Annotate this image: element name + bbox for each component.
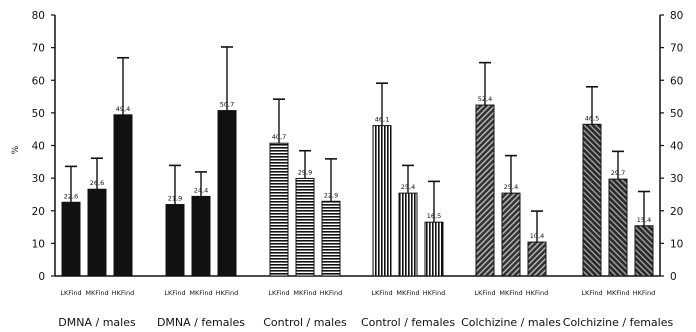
bar — [295, 177, 315, 277]
group-label: Colchizine / females — [563, 316, 674, 329]
y-tick-label-right: 0 — [670, 271, 677, 283]
y-tick-label-right: 80 — [670, 10, 683, 22]
y-tick-label-left: 30 — [32, 173, 45, 185]
bar — [527, 241, 547, 277]
data-label: 25,4 — [401, 183, 415, 191]
bar — [191, 195, 211, 277]
y-tick-label-right: 30 — [670, 173, 683, 185]
bar — [634, 225, 654, 277]
y-tick-label-right: 50 — [670, 108, 683, 120]
bar — [424, 221, 444, 277]
x-tick-label: MKFind — [293, 289, 316, 297]
x-tick-label: HKFind — [423, 289, 445, 297]
bar — [608, 178, 628, 277]
y-tick-label-right: 70 — [670, 43, 683, 55]
x-tick-label: MKFind — [85, 289, 108, 297]
x-tick-label: LKFind — [581, 289, 602, 297]
bar — [269, 142, 289, 277]
data-label: 21,9 — [168, 195, 182, 203]
data-label: 52,4 — [478, 95, 492, 103]
group-label: DMNA / females — [157, 316, 245, 329]
x-tick-label: MKFind — [606, 289, 629, 297]
x-tick-label: LKFind — [60, 289, 81, 297]
y-tick-label-left: 80 — [32, 10, 45, 22]
data-label: 10,4 — [530, 232, 544, 240]
data-label: 26,6 — [90, 179, 104, 187]
bars-layer — [61, 46, 654, 277]
y-tick-label-right: 40 — [670, 141, 683, 153]
data-label: 46,5 — [585, 114, 599, 122]
group-label: Control / males — [263, 316, 347, 329]
bar — [113, 114, 133, 277]
bar — [372, 125, 392, 277]
data-label: 40,7 — [272, 133, 286, 141]
data-label: 49,4 — [116, 105, 130, 113]
x-tick-label: MKFind — [189, 289, 212, 297]
data-label: 50,7 — [220, 101, 234, 109]
x-tick-label: MKFind — [396, 289, 419, 297]
y-tick-label-left: 20 — [32, 206, 45, 218]
x-tick-label: LKFind — [268, 289, 289, 297]
bar — [61, 201, 81, 277]
bar — [217, 110, 237, 277]
y-tick-label-left: 60 — [32, 75, 45, 87]
y-tick-label-left: 10 — [32, 238, 45, 250]
data-label: 22,6 — [64, 192, 78, 200]
data-label: 22,9 — [324, 191, 338, 199]
x-tick-label: HKFind — [633, 289, 655, 297]
data-label: 16,5 — [427, 212, 441, 220]
y-tick-label-left: 0 — [38, 271, 45, 283]
group-label: Control / females — [361, 316, 455, 329]
bar — [87, 188, 107, 277]
y-tick-label-right: 10 — [670, 238, 683, 250]
data-label: 29,9 — [298, 168, 312, 176]
y-axis-label: % — [11, 145, 21, 154]
x-tick-label: HKFind — [320, 289, 342, 297]
x-tick-label: LKFind — [371, 289, 392, 297]
data-label: 15,4 — [637, 216, 651, 224]
y-tick-label-left: 50 — [32, 108, 45, 120]
bar — [165, 204, 185, 277]
y-tick-label-right: 60 — [670, 75, 683, 87]
labels-layer: 22,6 LKFind 26,6 MKFind 49,4 HKFind DMNA / mal… — [58, 95, 673, 329]
x-tick-label: MKFind — [499, 289, 522, 297]
x-tick-label: HKFind — [526, 289, 548, 297]
bar — [475, 104, 495, 277]
group-label: DMNA / males — [58, 316, 136, 329]
x-tick-label: LKFind — [474, 289, 495, 297]
y-tick-label-left: 70 — [32, 43, 45, 55]
data-label: 46,1 — [375, 116, 389, 124]
data-label: 25,4 — [504, 183, 518, 191]
bar — [582, 123, 602, 277]
axes: 0 0 10 10 20 20 30 30 40 40 50 50 60 60 70 70 80 80 — [32, 10, 684, 283]
y-tick-label-right: 20 — [670, 206, 683, 218]
bar — [501, 192, 521, 277]
data-label: 24,4 — [194, 186, 208, 194]
group-label: Colchizine / males — [461, 316, 561, 329]
x-tick-label: HKFind — [112, 289, 134, 297]
x-tick-label: HKFind — [216, 289, 238, 297]
x-tick-label: LKFind — [164, 289, 185, 297]
data-label: 29,7 — [611, 169, 625, 177]
bar — [398, 192, 418, 277]
y-tick-label-left: 40 — [32, 141, 45, 153]
bar — [321, 200, 341, 277]
